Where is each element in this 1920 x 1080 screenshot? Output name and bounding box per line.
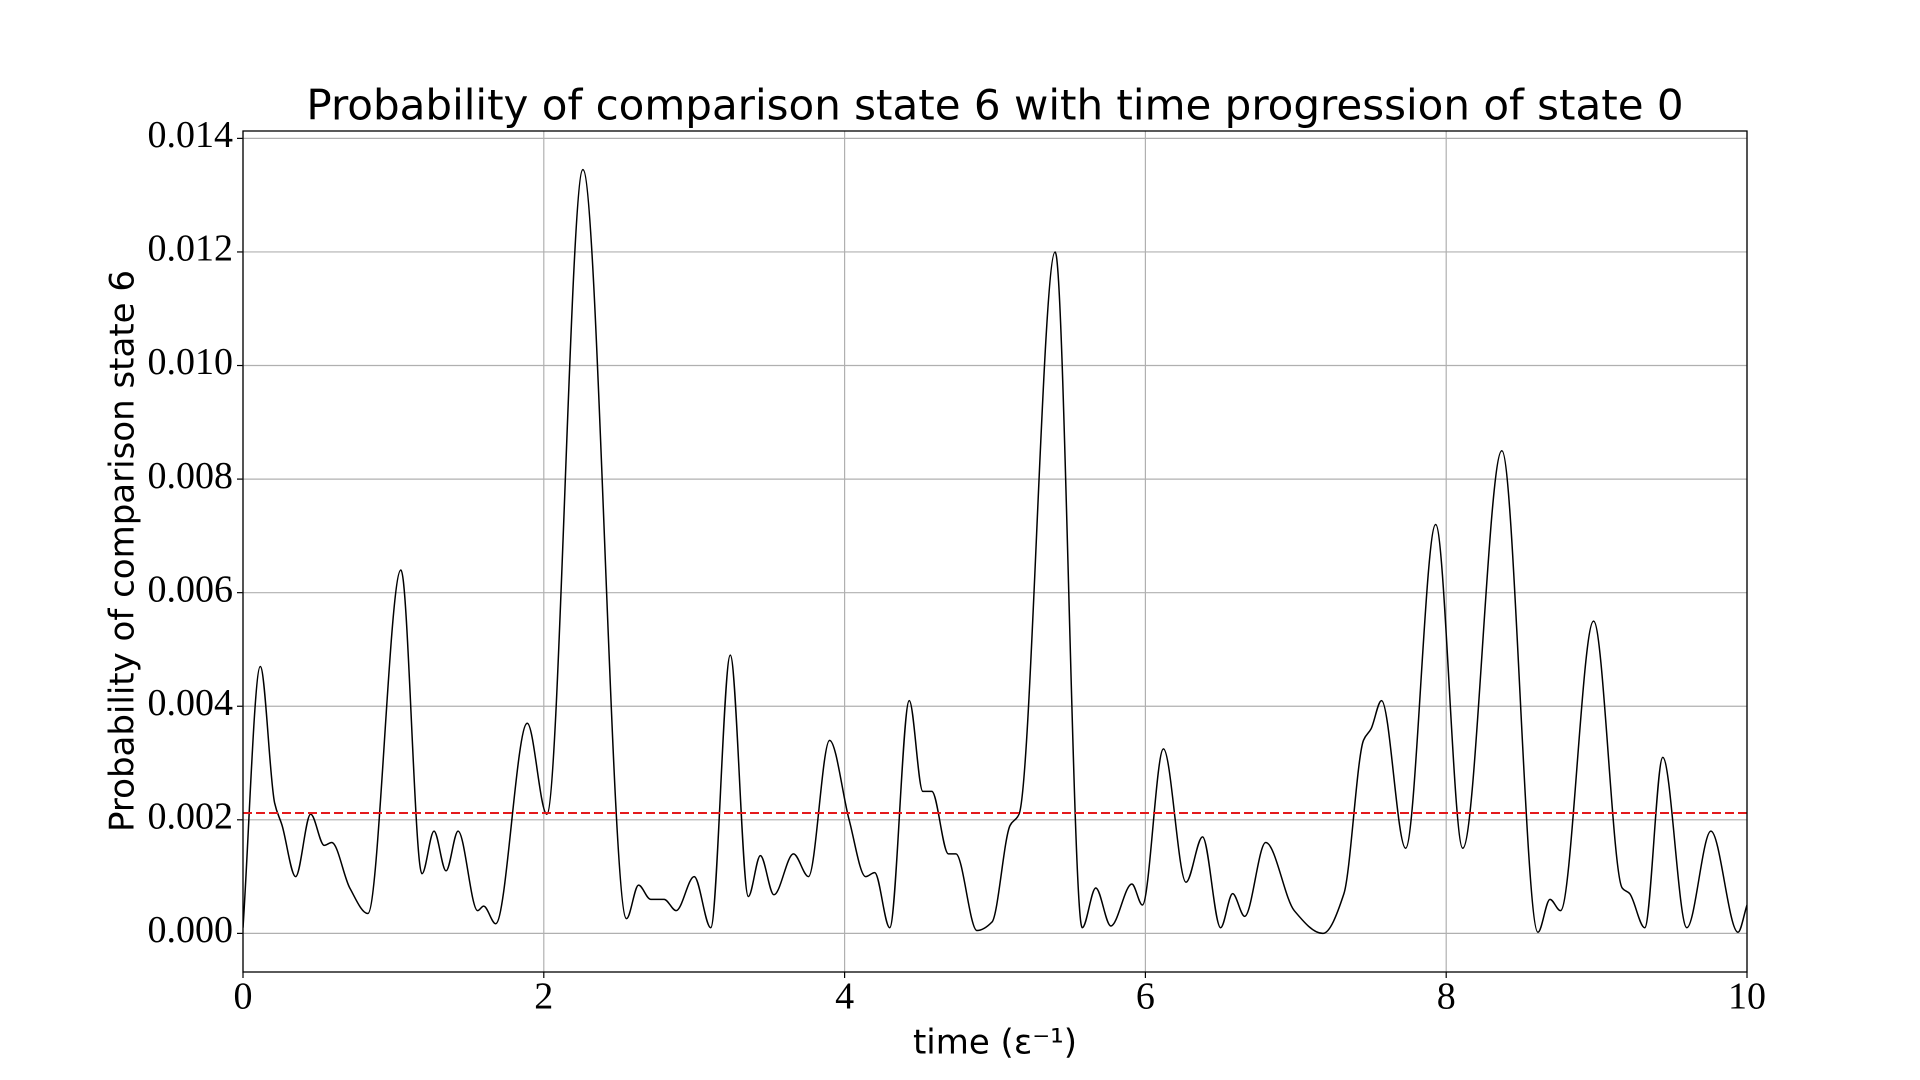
y-tick-label: 0.006 [148, 568, 234, 610]
x-tick-label: 10 [1728, 976, 1766, 1018]
y-axis-label: Probability of comparison state 6 [103, 270, 143, 832]
chart-title: Probability of comparison state 6 with t… [306, 81, 1683, 130]
x-tick-label: 4 [835, 976, 854, 1018]
y-tick-label: 0.002 [148, 796, 234, 838]
x-tick-label: 0 [234, 976, 253, 1018]
y-tick-label: 0.004 [148, 682, 234, 724]
y-tick-label: 0.014 [148, 114, 234, 156]
y-tick-label: 0.012 [148, 228, 234, 270]
y-tick-label: 0.000 [148, 909, 234, 951]
y-tick-label: 0.010 [148, 341, 234, 383]
x-tick-label: 8 [1437, 976, 1456, 1018]
plot-frame [242, 130, 1748, 973]
x-tick-label: 6 [1136, 976, 1155, 1018]
x-axis-label: time (ε⁻¹) [913, 1023, 1077, 1063]
y-tick-label: 0.008 [148, 455, 234, 497]
x-tick-label: 2 [534, 976, 553, 1018]
data-line [243, 168, 1747, 935]
